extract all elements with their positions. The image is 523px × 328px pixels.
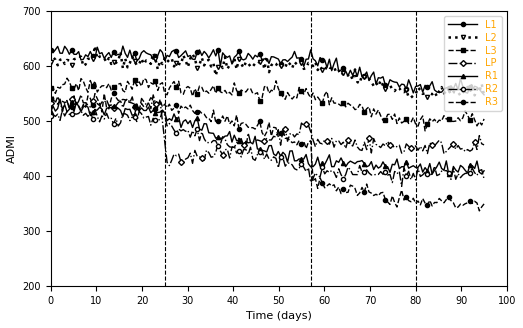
Legend: L1, L2, L3, LP, R1, R2, R3: L1, L2, L3, LP, R1, R2, R3 [444,16,502,111]
Y-axis label: ADMI: ADMI [7,134,17,163]
X-axis label: Time (days): Time (days) [246,311,312,321]
